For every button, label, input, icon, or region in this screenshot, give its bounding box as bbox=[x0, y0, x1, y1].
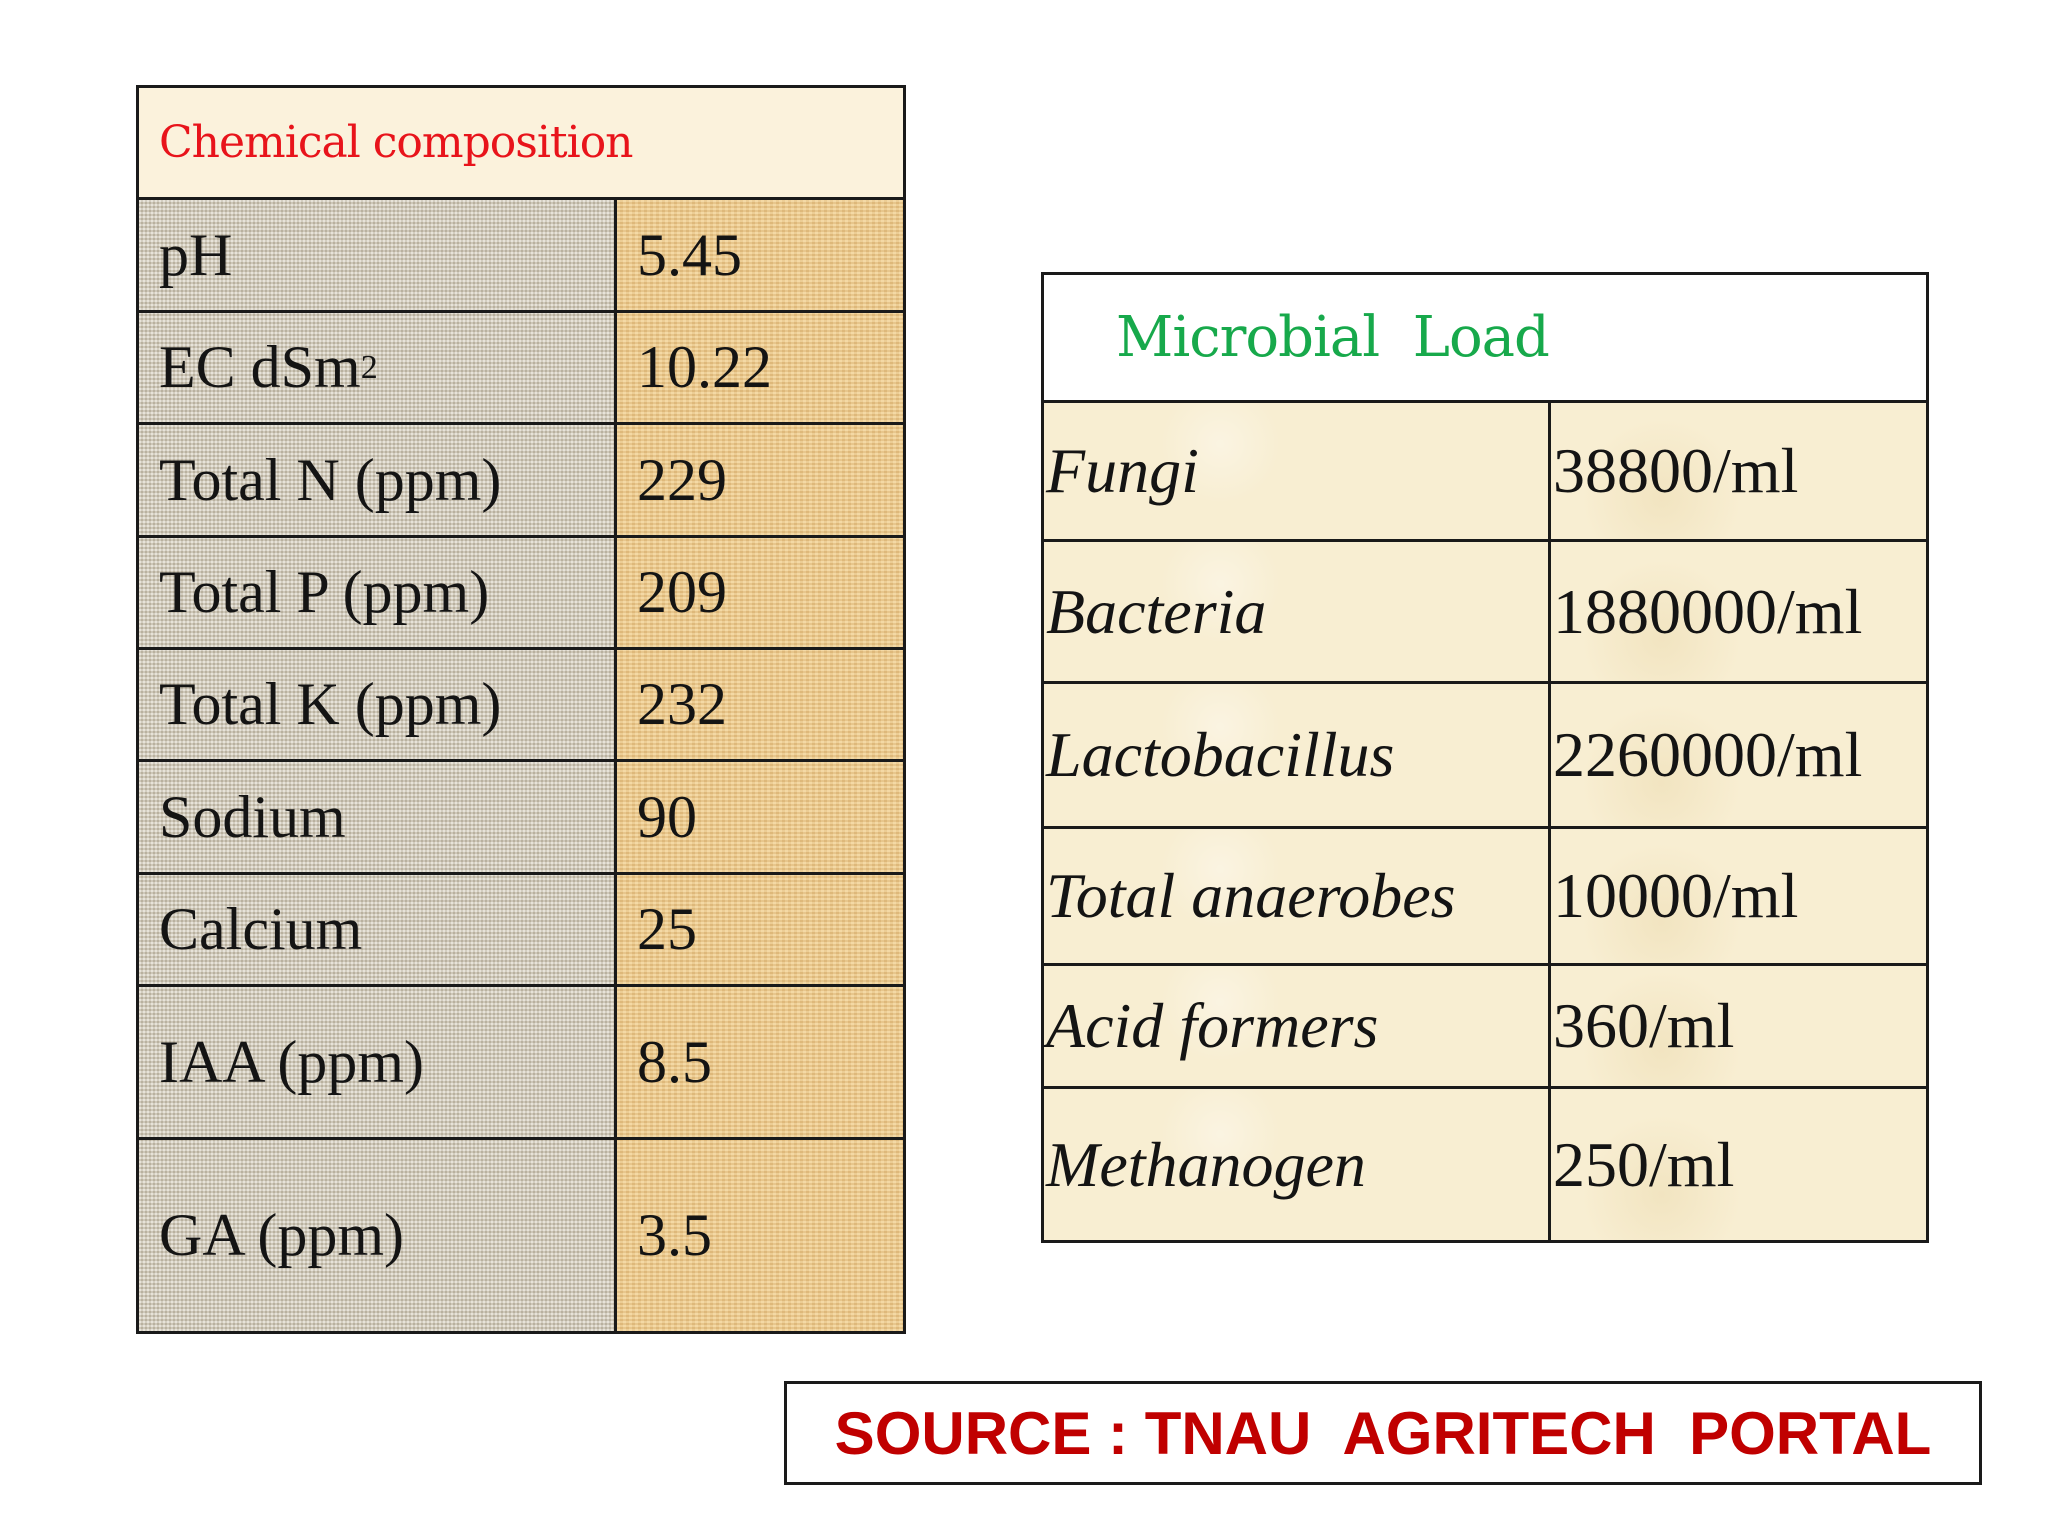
chemical-composition-header: Chemical composition bbox=[139, 88, 903, 200]
chem-label-ec: EC dSm 2 bbox=[139, 313, 617, 422]
chem-label-total-p: Total P (ppm) bbox=[139, 538, 617, 647]
micro-value-total-anaerobes: 10000/ml bbox=[1553, 860, 1799, 931]
micro-label-total-anaerobes: Total anaerobes bbox=[1044, 829, 1551, 963]
table-row: EC dSm 2 10.22 bbox=[139, 313, 903, 425]
microbial-load-title: Microbial Load bbox=[1116, 305, 1550, 370]
chem-label-calcium: Calcium bbox=[139, 875, 617, 984]
micro-value-bacteria: 1880000/ml bbox=[1553, 575, 1863, 647]
table-row: Sodium 90 bbox=[139, 762, 903, 875]
chem-label-iaa: IAA (ppm) bbox=[139, 987, 617, 1137]
chem-label-ph: pH bbox=[139, 200, 617, 310]
table-row: Methanogen 250/ml bbox=[1044, 1089, 1926, 1240]
chem-value-sodium: 90 bbox=[617, 762, 903, 872]
microbial-load-table: Microbial Load Fungi 38800/ml Bacteria 1… bbox=[1041, 272, 1929, 1243]
source-text: SOURCE : TNAU AGRITECH PORTAL bbox=[834, 1399, 1932, 1467]
chem-value-total-p: 209 bbox=[617, 538, 903, 647]
table-row: Fungi 38800/ml bbox=[1044, 403, 1926, 542]
chem-label-total-k: Total K (ppm) bbox=[139, 650, 617, 759]
micro-value-fungi: 38800/ml bbox=[1553, 435, 1799, 506]
chem-label-total-n: Total N (ppm) bbox=[139, 425, 617, 535]
micro-value-methanogen: 250/ml bbox=[1553, 1128, 1735, 1200]
table-row: GA (ppm) 3.5 bbox=[139, 1140, 903, 1331]
table-row: Lactobacillus 2260000/ml bbox=[1044, 684, 1926, 829]
chem-value-calcium: 25 bbox=[617, 875, 903, 984]
table-row: Total N (ppm) 229 bbox=[139, 425, 903, 538]
table-row: Calcium 25 bbox=[139, 875, 903, 987]
micro-label-bacteria: Bacteria bbox=[1044, 542, 1551, 681]
micro-value-acid-formers: 360/ml bbox=[1553, 990, 1735, 1061]
chem-value-total-k: 232 bbox=[617, 650, 903, 759]
source-box: SOURCE : TNAU AGRITECH PORTAL bbox=[784, 1381, 1982, 1485]
chem-label-ec-sup: 2 bbox=[360, 348, 378, 386]
table-row: Total K (ppm) 232 bbox=[139, 650, 903, 762]
table-row: pH 5.45 bbox=[139, 200, 903, 313]
table-row: Bacteria 1880000/ml bbox=[1044, 542, 1926, 684]
chem-value-iaa: 8.5 bbox=[617, 987, 903, 1137]
table-row: Total anaerobes 10000/ml bbox=[1044, 829, 1926, 966]
micro-value-lactobacillus: 2260000/ml bbox=[1553, 719, 1863, 790]
table-row: Acid formers 360/ml bbox=[1044, 966, 1926, 1089]
chem-value-ec: 10.22 bbox=[617, 313, 903, 422]
microbial-load-header: Microbial Load bbox=[1044, 275, 1926, 403]
micro-label-methanogen: Methanogen bbox=[1044, 1089, 1551, 1240]
chem-label-sodium: Sodium bbox=[139, 762, 617, 872]
micro-label-lactobacillus: Lactobacillus bbox=[1044, 684, 1551, 826]
chem-value-ga: 3.5 bbox=[617, 1140, 903, 1331]
micro-label-fungi: Fungi bbox=[1044, 403, 1551, 539]
chem-value-ph: 5.45 bbox=[617, 200, 903, 310]
table-row: Total P (ppm) 209 bbox=[139, 538, 903, 650]
chem-value-total-n: 229 bbox=[617, 425, 903, 535]
chemical-composition-title: Chemical composition bbox=[159, 117, 634, 168]
chemical-composition-table: Chemical composition pH 5.45 EC dSm 2 10.… bbox=[136, 85, 906, 1334]
chem-label-ec-text: EC dSm bbox=[159, 334, 361, 400]
table-row: IAA (ppm) 8.5 bbox=[139, 987, 903, 1140]
chem-label-ga: GA (ppm) bbox=[139, 1140, 617, 1331]
micro-label-acid-formers: Acid formers bbox=[1044, 966, 1551, 1086]
